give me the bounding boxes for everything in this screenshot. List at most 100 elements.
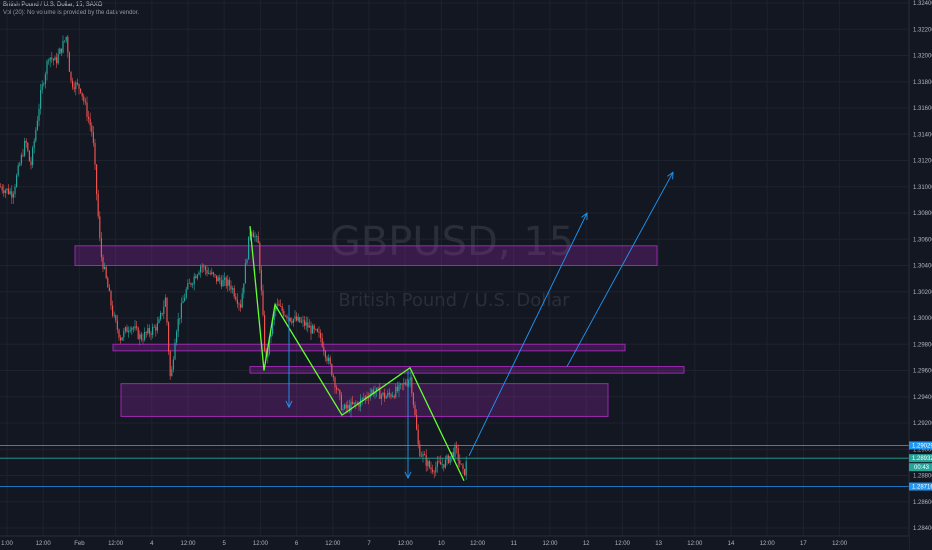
candle-body bbox=[332, 375, 334, 378]
candle-body bbox=[371, 389, 373, 394]
candle-body bbox=[129, 330, 131, 332]
price-badge bbox=[909, 441, 932, 450]
candle-body bbox=[424, 453, 426, 456]
price-tick-label: 1.29400 bbox=[913, 395, 932, 401]
candle-body bbox=[43, 84, 45, 85]
candle-body bbox=[414, 404, 416, 416]
time-axis[interactable] bbox=[0, 536, 909, 550]
candle-body bbox=[11, 191, 13, 198]
candle-body bbox=[36, 120, 38, 131]
candle-body bbox=[166, 297, 168, 323]
candle-body bbox=[243, 283, 245, 294]
candle-body bbox=[427, 460, 429, 466]
price-tick-label: 1.32000 bbox=[913, 54, 932, 60]
candle-body bbox=[174, 342, 176, 360]
candle-body bbox=[348, 404, 350, 412]
candle-body bbox=[254, 236, 256, 238]
price-tick-label: 1.31600 bbox=[913, 106, 932, 112]
candle-body bbox=[196, 274, 198, 279]
candle-body bbox=[292, 319, 294, 323]
candle-body bbox=[152, 326, 154, 335]
candle-body bbox=[312, 325, 314, 334]
candle-body bbox=[25, 140, 27, 143]
price-tick-label: 1.30600 bbox=[913, 237, 932, 243]
candle-body bbox=[380, 394, 382, 399]
candle-body bbox=[260, 269, 262, 291]
candle-body bbox=[46, 60, 48, 75]
candle-body bbox=[9, 191, 11, 194]
candle-body bbox=[41, 84, 43, 90]
candle-body bbox=[92, 132, 94, 144]
price-axis[interactable] bbox=[909, 0, 932, 550]
candle-body bbox=[236, 299, 238, 304]
price-badge bbox=[909, 454, 932, 463]
candle-body bbox=[275, 304, 277, 312]
candle-body bbox=[172, 359, 174, 370]
candle-body bbox=[280, 305, 282, 307]
time-tick-label: 12:00 bbox=[470, 541, 486, 547]
candle-body bbox=[137, 327, 139, 339]
candle-body bbox=[144, 332, 146, 340]
candle-body bbox=[358, 403, 360, 407]
candle-body bbox=[352, 401, 354, 404]
candle-body bbox=[195, 276, 197, 279]
candle-body bbox=[294, 316, 296, 320]
candle-body bbox=[283, 310, 285, 316]
candle-body bbox=[252, 233, 254, 238]
candle-body bbox=[300, 321, 302, 323]
candle-body bbox=[276, 303, 278, 305]
candle-body bbox=[124, 327, 126, 331]
candle-body bbox=[214, 274, 216, 276]
candle-body bbox=[406, 384, 408, 386]
projection-arrow-head bbox=[667, 171, 674, 180]
candle-body bbox=[337, 389, 339, 391]
candle-body bbox=[390, 394, 392, 397]
candle-body bbox=[169, 351, 171, 377]
candle-body bbox=[220, 280, 222, 287]
candle-body bbox=[180, 303, 182, 319]
candle-body bbox=[76, 82, 78, 84]
price-badge-label: 1.29029 bbox=[912, 443, 932, 449]
time-tick-label: 11 bbox=[511, 541, 518, 547]
price-tick-label: 1.28600 bbox=[913, 500, 932, 506]
volume-legend: Vol (20): No volume is provided by the d… bbox=[3, 10, 140, 16]
candle-body bbox=[96, 164, 98, 194]
candle-body bbox=[240, 304, 242, 308]
candle-body bbox=[148, 328, 150, 334]
time-tick-label: 12:00 bbox=[108, 541, 124, 547]
candle-body bbox=[188, 283, 190, 284]
candle-body bbox=[435, 466, 437, 473]
candle-body bbox=[291, 321, 293, 323]
candle-body bbox=[336, 387, 338, 390]
candle-body bbox=[422, 453, 424, 457]
candle-body bbox=[108, 287, 110, 292]
candle-body bbox=[328, 357, 330, 362]
projection-arrow-head bbox=[404, 471, 412, 480]
countdown-label: 00:43 bbox=[914, 465, 930, 471]
candle-body bbox=[193, 276, 195, 285]
price-tick-label: 1.31800 bbox=[913, 80, 932, 86]
arrow-layer bbox=[285, 171, 674, 480]
candle-body bbox=[307, 322, 309, 328]
candle-body bbox=[33, 141, 35, 148]
time-tick-label: 12 bbox=[583, 541, 590, 547]
candle-body bbox=[382, 392, 384, 395]
time-tick-label: 12:00 bbox=[325, 541, 341, 547]
candle-body bbox=[110, 291, 112, 306]
candle-body bbox=[83, 96, 85, 102]
price-tick-label: 1.29600 bbox=[913, 369, 932, 375]
candle-body bbox=[200, 266, 202, 273]
candle-body bbox=[100, 237, 102, 257]
candle-body bbox=[52, 58, 54, 61]
time-tick-label: 12:00 bbox=[398, 541, 414, 547]
candle-body bbox=[32, 147, 34, 166]
candle-body bbox=[363, 397, 365, 399]
candle-body bbox=[345, 404, 347, 409]
candle-body bbox=[155, 327, 157, 331]
candle-body bbox=[94, 143, 96, 165]
candle-body bbox=[446, 455, 448, 460]
candle-body bbox=[443, 464, 445, 468]
candle-body bbox=[161, 312, 163, 314]
candle-body bbox=[238, 303, 240, 305]
